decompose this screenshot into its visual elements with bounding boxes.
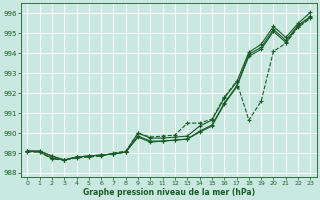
X-axis label: Graphe pression niveau de la mer (hPa): Graphe pression niveau de la mer (hPa) (83, 188, 255, 197)
